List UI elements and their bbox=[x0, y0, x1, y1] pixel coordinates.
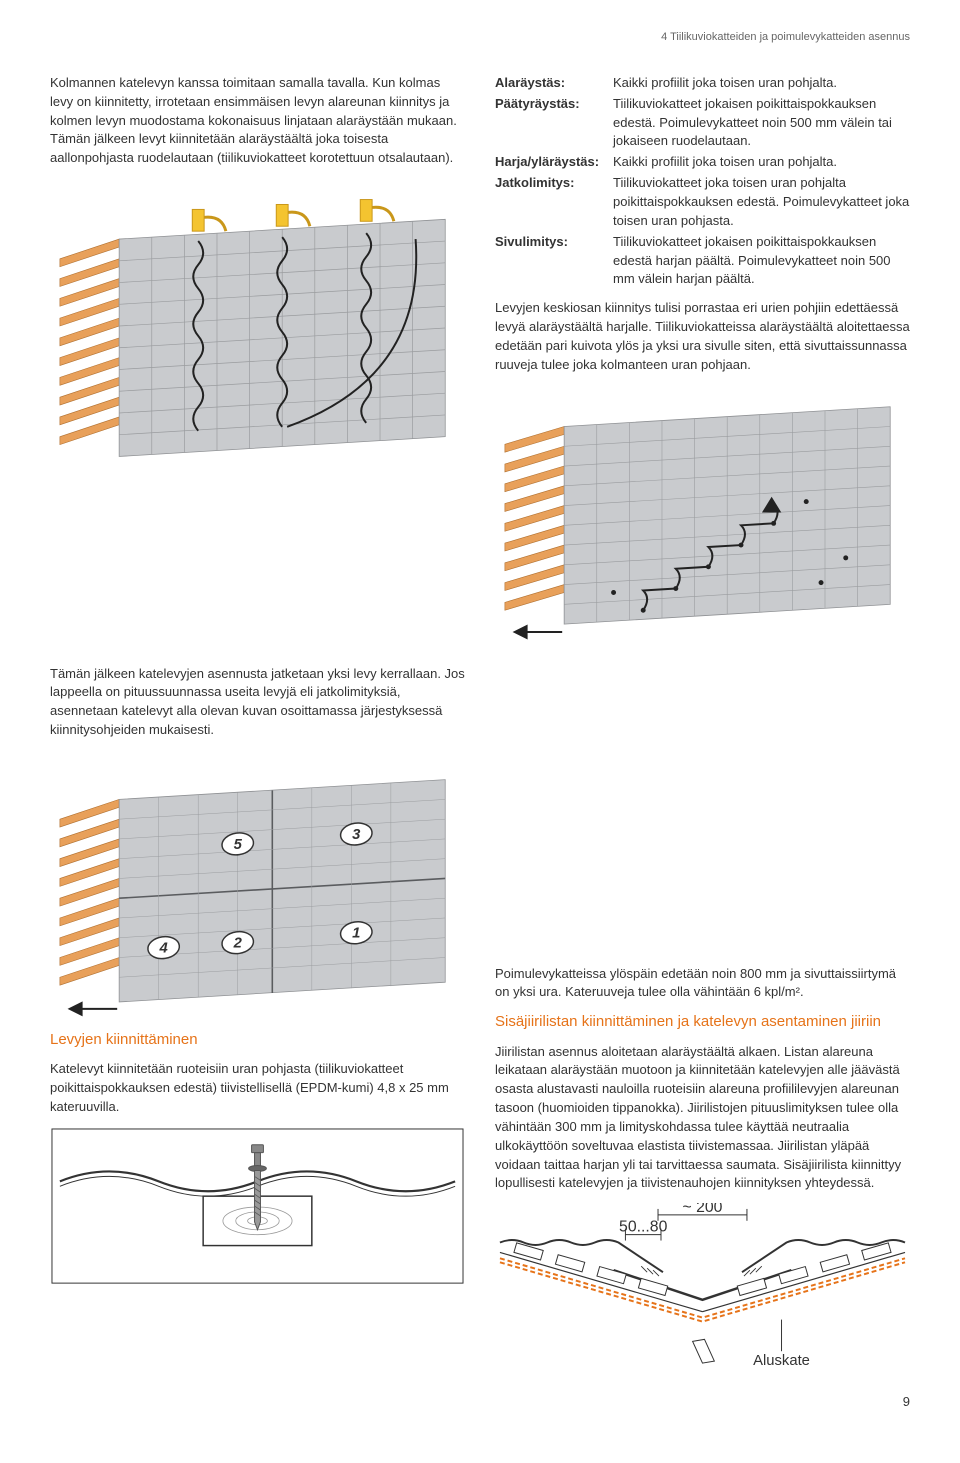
svg-text:2: 2 bbox=[233, 936, 243, 952]
definitions-list: Alaräystäs: Kaikki profiilit joka toisen… bbox=[495, 74, 910, 289]
continue-paragraph: Tämän jälkeen katelevyjen asennusta jatk… bbox=[50, 665, 465, 740]
def-term: Sivulimitys: bbox=[495, 233, 613, 290]
def-term: Harja/yläräystäs: bbox=[495, 153, 613, 172]
svg-text:50...80: 50...80 bbox=[619, 1219, 668, 1236]
def-desc: Kaikki profiilit joka toisen uran pohjal… bbox=[613, 74, 910, 93]
svg-text:~ 200: ~ 200 bbox=[682, 1203, 722, 1216]
intro-paragraph: Kolmannen katelevyn kanssa toimitaan sam… bbox=[50, 74, 465, 168]
stagger-paragraph: Levyjen keskiosan kiinnitys tulisi porra… bbox=[495, 299, 910, 374]
running-header: 4 Tiilikuviokatteiden ja poimulevykattei… bbox=[50, 30, 910, 46]
roof-illustration-stagger bbox=[495, 385, 910, 645]
roof-illustration-numbered: 1 2 3 4 5 bbox=[50, 750, 465, 1030]
screw-cross-section bbox=[50, 1127, 465, 1287]
svg-text:5: 5 bbox=[234, 837, 243, 853]
def-term: Päätyräystäs: bbox=[495, 95, 613, 152]
svg-text:1: 1 bbox=[352, 926, 360, 942]
fastening-paragraph: Katelevyt kiinnitetään ruoteisiin uran p… bbox=[50, 1060, 465, 1117]
roof-illustration-curves bbox=[50, 178, 465, 478]
def-term: Alaräystäs: bbox=[495, 74, 613, 93]
poimu-paragraph: Poimulevykatteissa ylöspäin edetään noin… bbox=[495, 965, 910, 1003]
def-desc: Tiilikuviokatteet jokaisen poikittaispok… bbox=[613, 233, 910, 290]
underlay-label: Aluskate bbox=[753, 1353, 810, 1369]
def-desc: Tiilikuviokatteet jokaisen poikittaispok… bbox=[613, 95, 910, 152]
valley-cross-section: ~ 200 50...80 bbox=[495, 1203, 910, 1373]
def-desc: Tiilikuviokatteet joka toisen uran pohja… bbox=[613, 174, 910, 231]
def-desc: Kaikki profiilit joka toisen uran pohjal… bbox=[613, 153, 910, 172]
svg-text:4: 4 bbox=[159, 941, 168, 957]
heading-jiiri: Sisäjiirilistan kiinnittäminen ja katele… bbox=[495, 1012, 910, 1032]
jiiri-paragraph: Jiirilistan asennus aloitetaan alaräystä… bbox=[495, 1043, 910, 1194]
svg-text:3: 3 bbox=[352, 827, 361, 843]
def-term: Jatkolimitys: bbox=[495, 174, 613, 231]
page-number: 9 bbox=[50, 1393, 910, 1412]
heading-fastening: Levyjen kiinnittäminen bbox=[50, 1030, 465, 1050]
